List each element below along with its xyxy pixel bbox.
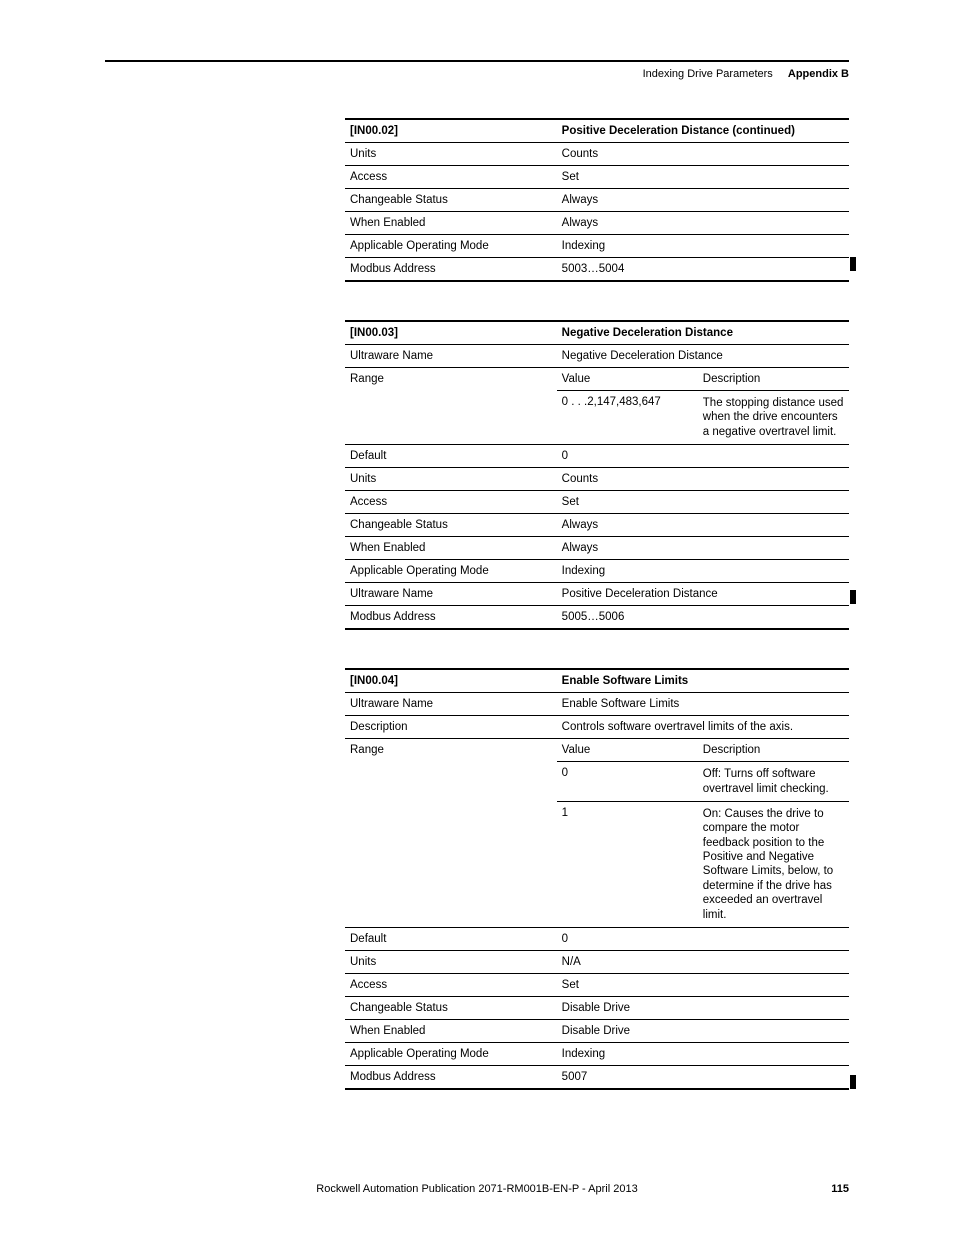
page-number: 115 bbox=[831, 1183, 849, 1195]
publication-id: Rockwell Automation Publication 2071-RM0… bbox=[105, 1183, 849, 1195]
t2-uname2-label: Ultraware Name bbox=[345, 583, 557, 606]
t3-default-label: Default bbox=[345, 927, 557, 950]
t3-r1-val: 1 bbox=[557, 801, 698, 927]
t2-range-desc: The stopping distance used when the driv… bbox=[698, 391, 849, 445]
t1-when-label: When Enabled bbox=[345, 212, 557, 235]
t3-units-val: N/A bbox=[557, 950, 849, 973]
change-bar-icon bbox=[850, 590, 856, 604]
param-table-in00-03: [IN00.03] Negative Deceleration Distance… bbox=[345, 320, 849, 630]
t3-r0-desc: Off: Turns off software overtravel limit… bbox=[698, 762, 849, 802]
t3-id: [IN00.04] bbox=[345, 669, 557, 693]
t2-mode-label: Applicable Operating Mode bbox=[345, 560, 557, 583]
change-bar-icon bbox=[850, 257, 856, 271]
t3-r0-val: 0 bbox=[557, 762, 698, 802]
t3-range-desc-h: Description bbox=[698, 739, 849, 762]
t2-modbus-label: Modbus Address bbox=[345, 606, 557, 630]
t2-access-val: Set bbox=[557, 491, 849, 514]
t2-id: [IN00.03] bbox=[345, 321, 557, 345]
t3-desc-label: Description bbox=[345, 716, 557, 739]
t2-chg-val: Always bbox=[557, 514, 849, 537]
t2-units-val: Counts bbox=[557, 468, 849, 491]
page-footer: Rockwell Automation Publication 2071-RM0… bbox=[105, 1183, 849, 1195]
t2-range-desc-h: Description bbox=[698, 368, 849, 391]
t3-chg-label: Changeable Status bbox=[345, 996, 557, 1019]
t2-default-label: Default bbox=[345, 445, 557, 468]
t2-when-val: Always bbox=[557, 537, 849, 560]
t3-r1-desc: On: Causes the drive to compare the moto… bbox=[698, 801, 849, 927]
t2-default-val: 0 bbox=[557, 445, 849, 468]
t2-uname2-val: Positive Deceleration Distance bbox=[557, 583, 849, 606]
t1-modbus-label: Modbus Address bbox=[345, 258, 557, 282]
t1-id: [IN00.02] bbox=[345, 119, 557, 143]
t3-uname-label: Ultraware Name bbox=[345, 693, 557, 716]
change-bar-icon bbox=[850, 1075, 856, 1089]
running-header: Indexing Drive Parameters Appendix B bbox=[105, 68, 849, 80]
t3-uname-val: Enable Software Limits bbox=[557, 693, 849, 716]
t3-modbus-val: 5007 bbox=[557, 1065, 849, 1089]
t1-units-val: Counts bbox=[557, 143, 849, 166]
header-appendix: Appendix B bbox=[788, 68, 849, 80]
t1-when-val: Always bbox=[557, 212, 849, 235]
t3-title: Enable Software Limits bbox=[557, 669, 849, 693]
t3-access-label: Access bbox=[345, 973, 557, 996]
t3-access-val: Set bbox=[557, 973, 849, 996]
t2-when-label: When Enabled bbox=[345, 537, 557, 560]
t2-chg-label: Changeable Status bbox=[345, 514, 557, 537]
t3-mode-label: Applicable Operating Mode bbox=[345, 1042, 557, 1065]
param-table-in00-04: [IN00.04] Enable Software Limits Ultrawa… bbox=[345, 668, 849, 1090]
t2-units-label: Units bbox=[345, 468, 557, 491]
t3-units-label: Units bbox=[345, 950, 557, 973]
t2-range-value-h: Value bbox=[557, 368, 698, 391]
t3-when-val: Disable Drive bbox=[557, 1019, 849, 1042]
t2-range-val: 0 . . .2,147,483,647 bbox=[557, 391, 698, 445]
t2-modbus-val: 5005…5006 bbox=[557, 606, 849, 630]
t3-desc-val: Controls software overtravel limits of t… bbox=[557, 716, 849, 739]
t1-mode-val: Indexing bbox=[557, 235, 849, 258]
t1-access-label: Access bbox=[345, 166, 557, 189]
t3-chg-val: Disable Drive bbox=[557, 996, 849, 1019]
t3-default-val: 0 bbox=[557, 927, 849, 950]
t2-access-label: Access bbox=[345, 491, 557, 514]
t2-uname-val: Negative Deceleration Distance bbox=[557, 345, 849, 368]
t1-title: Positive Deceleration Distance (continue… bbox=[557, 119, 849, 143]
t3-range-value-h: Value bbox=[557, 739, 698, 762]
header-rule bbox=[105, 60, 849, 62]
param-table-in00-02: [IN00.02] Positive Deceleration Distance… bbox=[345, 118, 849, 282]
t1-chg-val: Always bbox=[557, 189, 849, 212]
t3-modbus-label: Modbus Address bbox=[345, 1065, 557, 1089]
t1-units-label: Units bbox=[345, 143, 557, 166]
t3-range-label: Range bbox=[345, 739, 557, 928]
t3-when-label: When Enabled bbox=[345, 1019, 557, 1042]
header-section: Indexing Drive Parameters bbox=[643, 68, 773, 80]
t2-range-label: Range bbox=[345, 368, 557, 445]
t1-chg-label: Changeable Status bbox=[345, 189, 557, 212]
t1-access-val: Set bbox=[557, 166, 849, 189]
t2-title: Negative Deceleration Distance bbox=[557, 321, 849, 345]
t1-modbus-val: 5003…5004 bbox=[557, 258, 849, 282]
t3-mode-val: Indexing bbox=[557, 1042, 849, 1065]
t2-uname-label: Ultraware Name bbox=[345, 345, 557, 368]
t1-mode-label: Applicable Operating Mode bbox=[345, 235, 557, 258]
t2-mode-val: Indexing bbox=[557, 560, 849, 583]
